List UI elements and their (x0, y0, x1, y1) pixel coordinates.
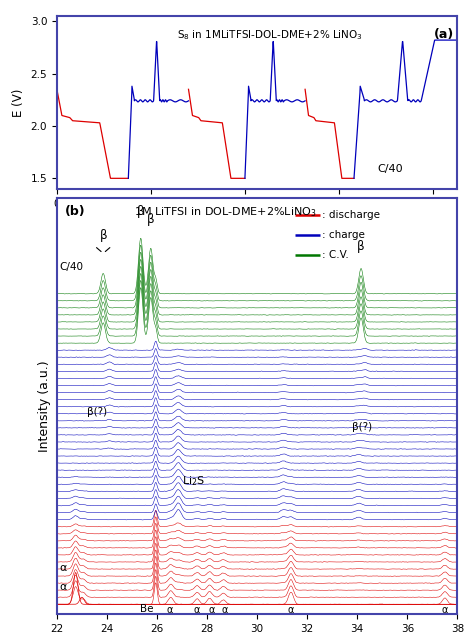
Text: α: α (209, 605, 215, 616)
Text: C/40: C/40 (377, 163, 403, 173)
Text: α: α (288, 605, 294, 616)
Text: β: β (100, 229, 107, 242)
Text: α: α (442, 605, 448, 616)
Text: β(?): β(?) (87, 407, 107, 417)
Text: β(?): β(?) (352, 422, 373, 433)
Text: : charge: : charge (322, 230, 365, 240)
Text: β: β (147, 212, 155, 226)
Text: β: β (137, 205, 145, 218)
Text: α: α (59, 582, 67, 592)
Text: (a): (a) (433, 28, 454, 41)
Text: α: α (166, 605, 173, 616)
Y-axis label: Intensity (a.u.): Intensity (a.u.) (38, 360, 51, 452)
Text: (b): (b) (65, 205, 85, 218)
X-axis label: Time (h): Time (h) (232, 214, 282, 227)
Y-axis label: E (V): E (V) (12, 88, 25, 116)
Text: β: β (357, 241, 365, 253)
Text: α: α (194, 605, 200, 616)
Text: 1M LiTFSI in DOL-DME+2%LiNO$_3$: 1M LiTFSI in DOL-DME+2%LiNO$_3$ (134, 205, 317, 220)
Text: : discharge: : discharge (322, 210, 381, 220)
Text: Be: Be (140, 604, 154, 614)
Text: Li$_2$S: Li$_2$S (182, 474, 205, 488)
Text: S$_8$ in 1MLiTFSI-DOL-DME+2% LiNO$_3$: S$_8$ in 1MLiTFSI-DOL-DME+2% LiNO$_3$ (177, 28, 363, 42)
Text: : C.V.: : C.V. (322, 250, 349, 260)
Text: C/40: C/40 (59, 262, 83, 272)
Text: α: α (59, 563, 67, 573)
Text: α: α (221, 605, 228, 616)
